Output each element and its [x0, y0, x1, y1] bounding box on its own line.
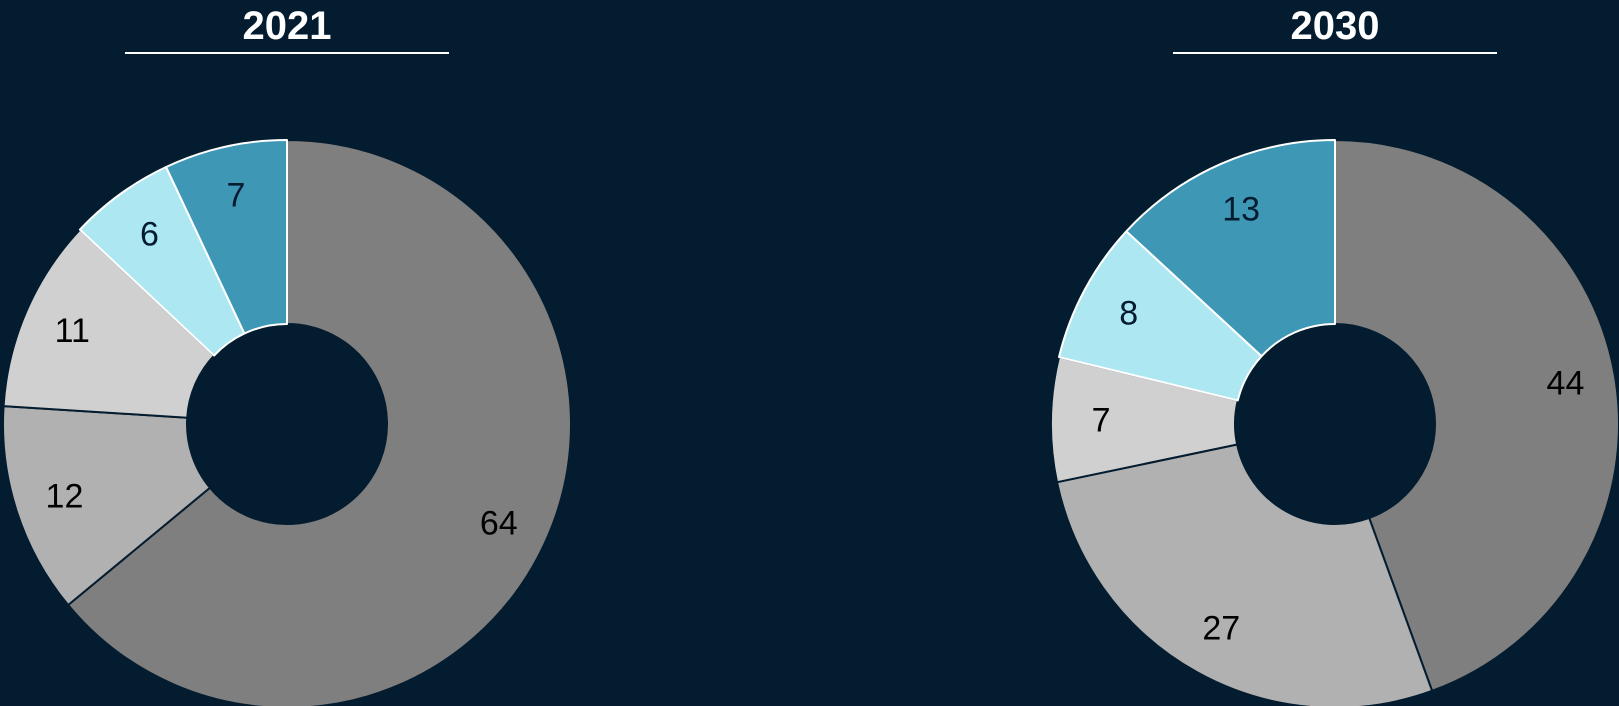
slice-2030-2 [1056, 443, 1434, 706]
labels-2030: 44 27 7 8 13 [1092, 191, 1585, 648]
data-label-2021-4: 6 [140, 216, 159, 254]
slice-2030-5 [1125, 139, 1336, 358]
slice-2030-1 [1334, 139, 1619, 692]
data-label-2021-1: 64 [480, 505, 518, 543]
donut-chart-2030: 2030 44 27 7 8 13 [1050, 4, 1619, 706]
data-label-2030-2: 27 [1202, 609, 1240, 647]
slice-2021-1 [67, 139, 572, 706]
data-label-2030-5: 13 [1222, 191, 1260, 229]
data-label-2030-1: 44 [1547, 364, 1585, 402]
donut-chart-2021: 2021 64 12 11 6 7 [2, 4, 572, 706]
data-label-2030-3: 7 [1092, 401, 1111, 439]
slice-2021-3 [2, 228, 216, 419]
labels-2021: 64 12 11 6 7 [46, 177, 518, 543]
data-label-2021-2: 12 [46, 477, 84, 515]
data-label-2021-5: 7 [226, 177, 245, 215]
slice-2021-2 [2, 405, 211, 607]
chart-title-2021: 2021 [243, 4, 332, 48]
data-label-2021-3: 11 [55, 312, 90, 350]
slices-2030 [1050, 139, 1619, 706]
data-label-2030-4: 8 [1119, 294, 1138, 332]
chart-title-2030: 2030 [1291, 4, 1380, 48]
slice-2021-5 [165, 139, 288, 335]
slices-2021 [2, 139, 572, 706]
